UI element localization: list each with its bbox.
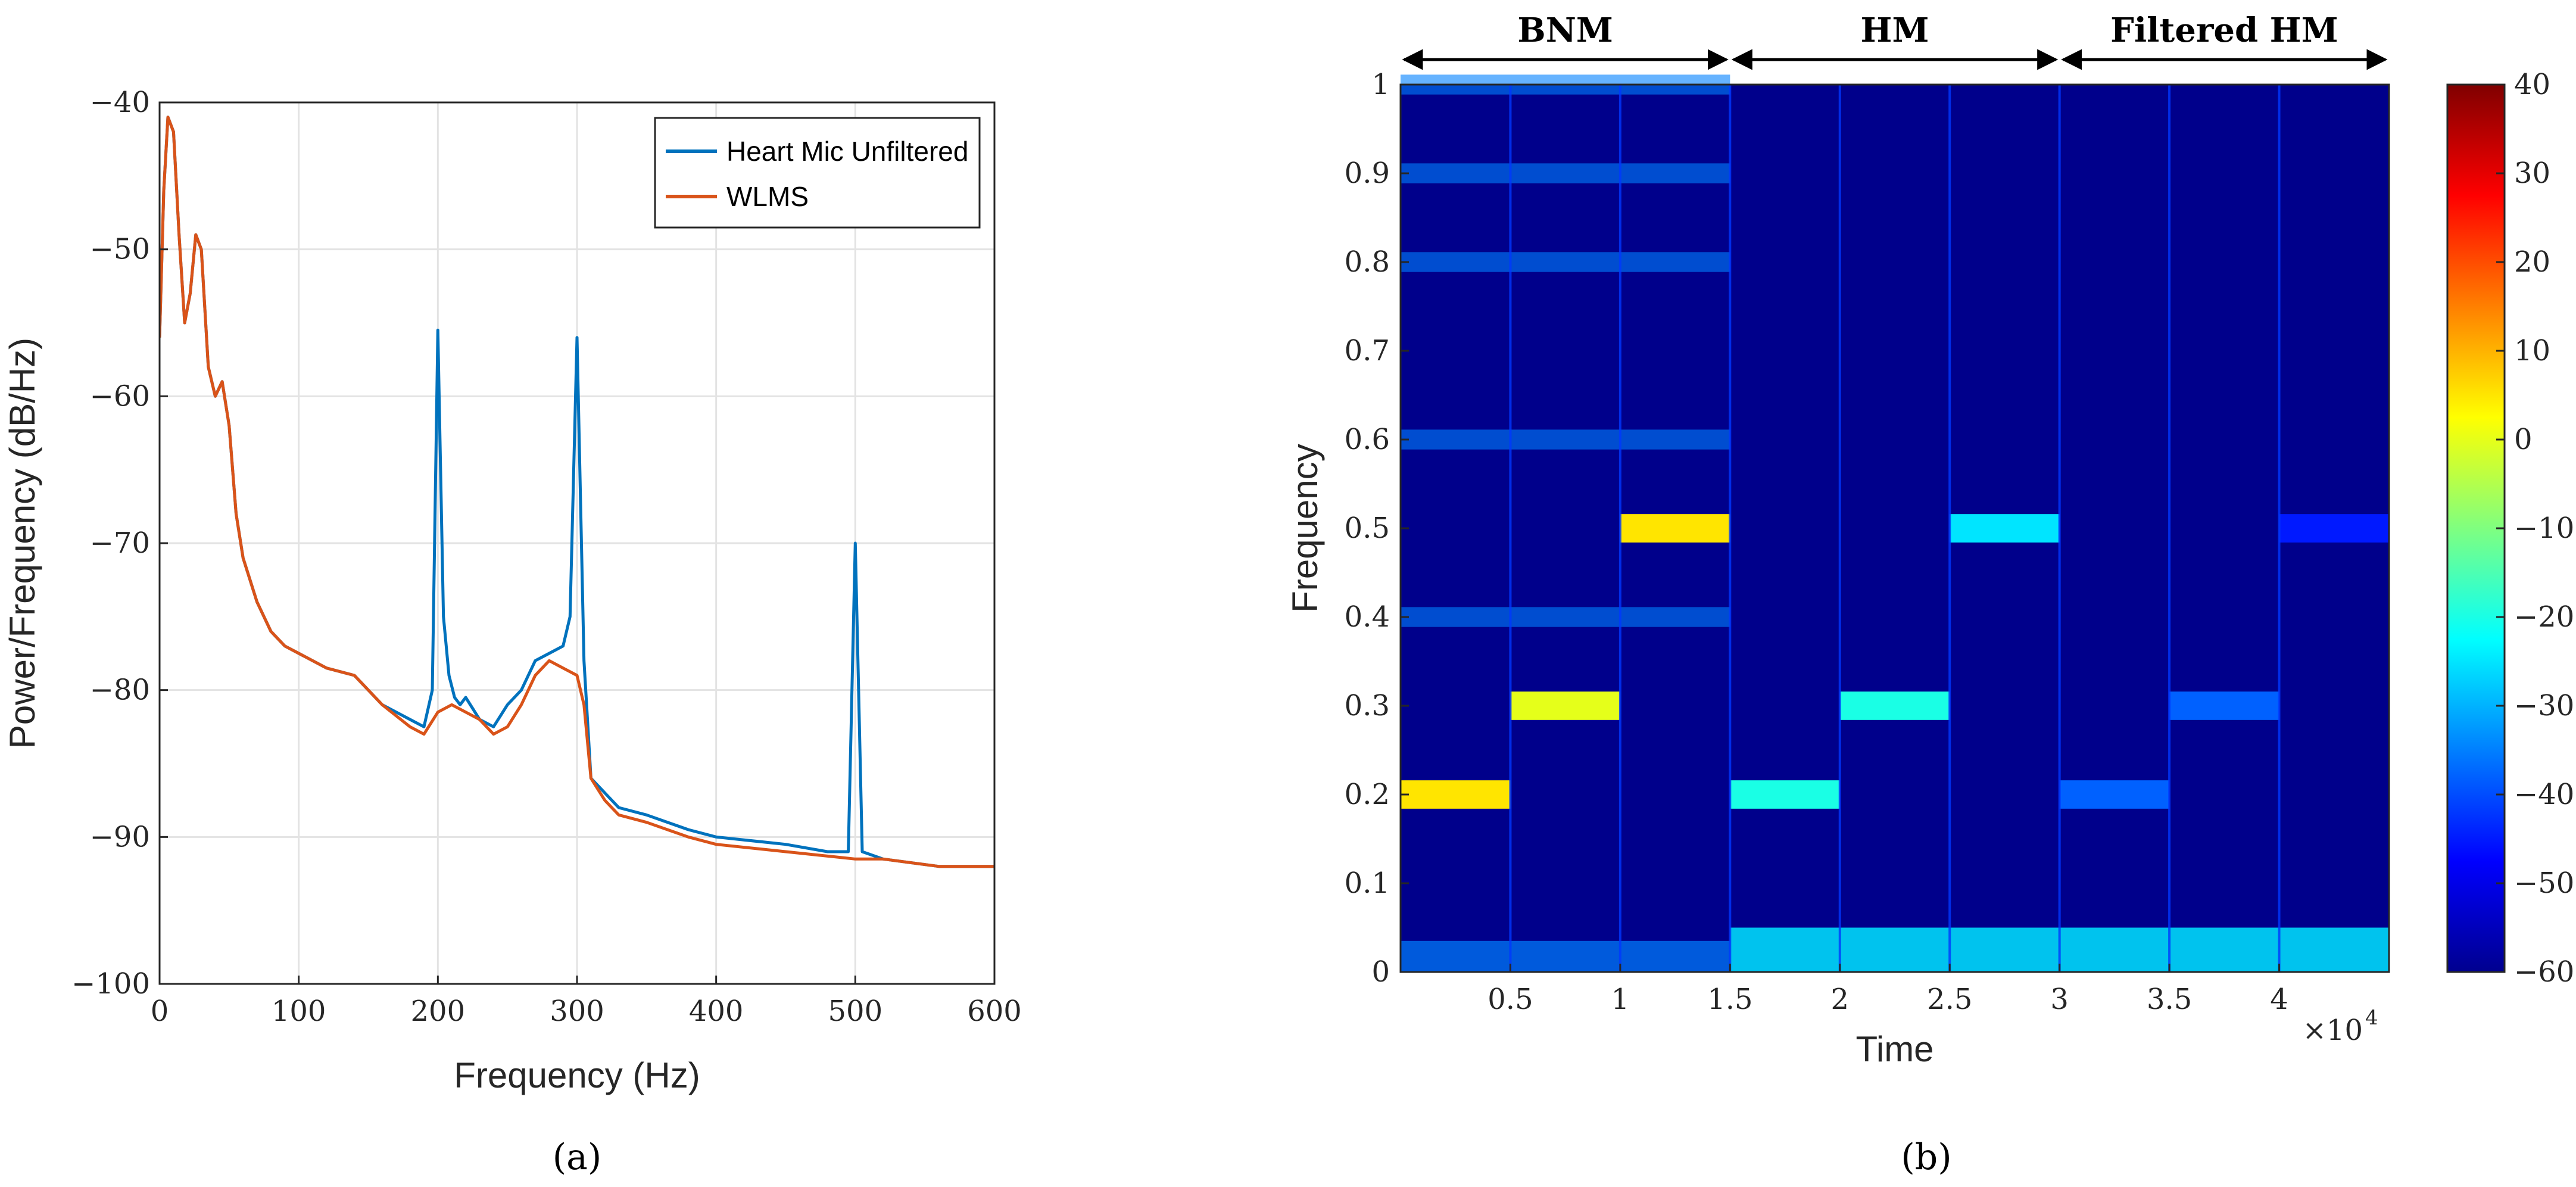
x-tick-label-a: 100 [272, 995, 326, 1028]
plot-area-b [1401, 85, 2389, 972]
tone-band [1730, 780, 1840, 809]
x-tick-label-b: 2 [1831, 983, 1850, 1016]
x-tick-label-a: 200 [411, 995, 466, 1028]
colorbar-tick-label: 20 [2514, 245, 2550, 279]
tone-band [1950, 514, 2060, 543]
x-tick-label-a: 600 [967, 995, 1022, 1028]
x-exponent-power: 4 [2365, 1006, 2378, 1030]
grid-a [160, 102, 994, 984]
harmonic-band [1401, 429, 1730, 450]
tone-band [1401, 780, 1511, 809]
ticks-b: 0.5 1 1.5 2 2.5 3 3.5 4 0 0.1 0.2 0.3 0.4 0.5 0.6 0.7 0.… [1345, 68, 2288, 1016]
segment-label: Filtered HM [2110, 11, 2338, 50]
x-exponent-base: ×10 [2303, 1014, 2363, 1047]
segment-label: BNM [1517, 11, 1613, 50]
colorbar-tick-label: −30 [2514, 689, 2574, 722]
colorbar-ticks: −60 −50 −40 −30 −20 −10 0 10 20 30 40 [2496, 68, 2574, 989]
tone-band [1620, 514, 1730, 543]
y-tick-label-a: −50 [90, 233, 150, 266]
tone-band [2279, 514, 2389, 543]
x-axis-label-b: Time [1855, 1029, 1933, 1069]
colorbar-tick-label: −50 [2514, 867, 2574, 900]
x-tick-label-b: 4 [2270, 983, 2288, 1016]
y-tick-label-b: 0 [1371, 955, 1390, 989]
colorbar-tick-label: −10 [2514, 512, 2574, 545]
harmonic-band [1401, 163, 1730, 183]
x-tick-label-b: 3 [2050, 983, 2069, 1016]
psd-line-chart: 0 100 200 300 400 500 600 −100 −90 −80 −70 −60 −50 −4… [2, 86, 1022, 1178]
y-axis-label-a: Power/Frequency (dB/Hz) [2, 338, 42, 749]
y-tick-label-a: −80 [90, 674, 150, 707]
harmonic-band [1401, 607, 1730, 627]
x-tick-label-b: 0.5 [1487, 983, 1533, 1016]
y-tick-label-b: 0.6 [1345, 423, 1390, 456]
colorbar [2446, 83, 2506, 973]
y-tick-label-b: 0.2 [1345, 778, 1390, 811]
tone-band [2059, 780, 2170, 809]
x-tick-label-a: 0 [151, 995, 169, 1028]
legend-label-heart-mic: Heart Mic Unfiltered [726, 136, 968, 167]
segment-label: HM [1861, 11, 1929, 50]
tone-band [1839, 691, 1950, 720]
ticks-a: 0 100 200 300 400 500 600 −100 −90 −80 −70 −60 −50 −4… [71, 86, 1022, 1028]
harmonic-band [1401, 252, 1730, 272]
series-group-a [160, 116, 994, 868]
series-line-wlms [160, 116, 994, 868]
colorbar-tick-label: 10 [2514, 334, 2550, 367]
noise-floor-band [1401, 940, 1730, 972]
y-tick-label-b: 1 [1371, 68, 1390, 101]
spectrogram-image [1401, 74, 2389, 972]
y-tick-label-b: 0.8 [1345, 245, 1390, 279]
y-tick-label-b: 0.1 [1345, 867, 1390, 900]
x-tick-label-b: 2.5 [1927, 983, 1972, 1016]
y-tick-label-a: −100 [71, 967, 150, 1001]
legend-a: Heart Mic Unfiltered WLMS [654, 117, 981, 229]
x-tick-label-a: 400 [689, 995, 744, 1028]
legend-label-wlms: WLMS [726, 181, 809, 212]
x-tick-label-a: 300 [550, 995, 604, 1028]
colorbar-tick-label: −60 [2514, 955, 2574, 989]
tone-band [1510, 691, 1620, 720]
x-tick-label-b: 1 [1611, 983, 1630, 1016]
y-tick-label-b: 0.9 [1345, 157, 1390, 190]
y-tick-label-a: −90 [90, 820, 150, 853]
x-axis-label-a: Frequency (Hz) [454, 1055, 700, 1095]
colorbar-tick-label: −40 [2514, 778, 2574, 811]
x-tick-label-b: 3.5 [2147, 983, 2192, 1016]
x-tick-label-a: 500 [828, 995, 883, 1028]
tone-band [2169, 691, 2279, 720]
y-tick-label-b: 0.3 [1345, 689, 1390, 722]
y-axis-label-b: Frequency [1285, 444, 1325, 612]
y-tick-label-b: 0.5 [1345, 512, 1390, 545]
x-tick-label-b: 1.5 [1707, 983, 1752, 1016]
colorbar-tick-label: −20 [2514, 600, 2574, 634]
colorbar-tick-label: 40 [2514, 68, 2550, 101]
spectrogram-chart: BNM HM Filtered HM 0.5 1 1.5 2 2.5 3 3.5 400.10.2… [1285, 11, 2574, 1178]
colorbar-tick-label: 0 [2514, 423, 2533, 456]
caption-a: (a) [553, 1136, 602, 1178]
y-tick-label-a: −40 [90, 86, 150, 119]
y-tick-label-b: 0.7 [1345, 334, 1390, 367]
segment-arrows: BNM HM Filtered HM [1402, 11, 2388, 70]
y-tick-label-b: 0.4 [1345, 600, 1390, 634]
y-tick-label-a: −70 [90, 526, 150, 560]
colorbar-tick-label: 30 [2514, 157, 2550, 190]
legend-box [654, 117, 981, 229]
y-tick-label-a: −60 [90, 379, 150, 413]
caption-b: (b) [1901, 1136, 1951, 1178]
